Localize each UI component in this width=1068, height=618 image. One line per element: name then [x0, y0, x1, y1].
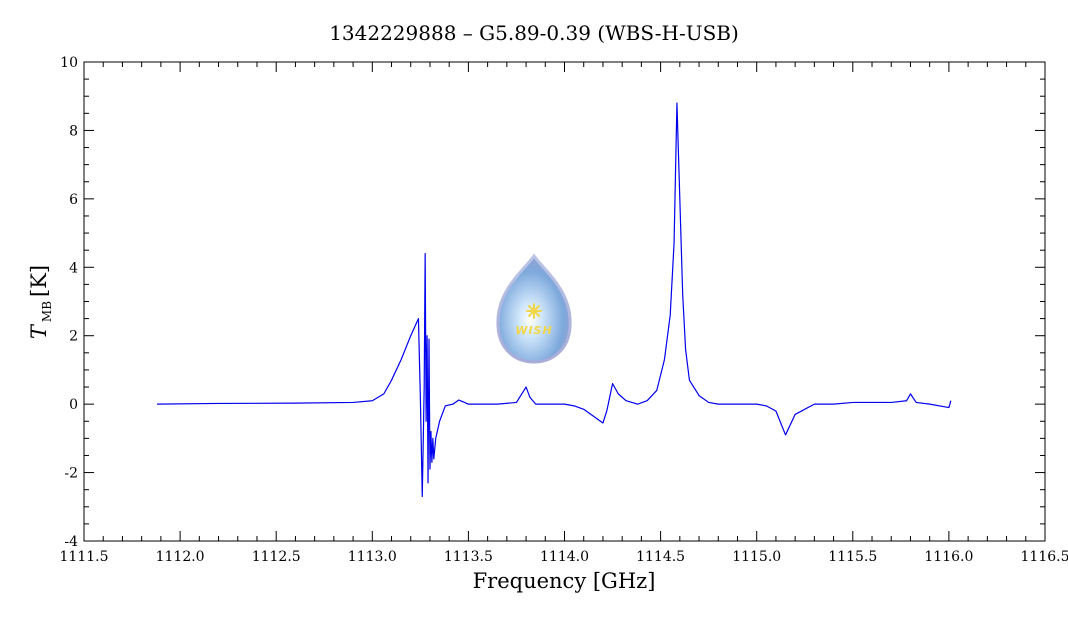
x-tick-label: 1116.5: [1021, 549, 1068, 565]
axis-ticks: [83, 61, 1046, 542]
y-axis-label: TMB [K]: [27, 265, 54, 339]
y-tick-label: -2: [64, 466, 78, 482]
logo-text: WISH: [515, 324, 552, 337]
y-axis-label-unit: [K]: [27, 265, 51, 297]
x-axis-label: Frequency [GHz]: [473, 569, 656, 593]
x-tick-label: 1115.0: [732, 549, 781, 565]
x-tick-label: 1111.5: [60, 549, 109, 565]
x-tick-label: 1114.5: [636, 549, 685, 565]
plot-frame: [83, 61, 1046, 542]
chart-title: 1342229888 – G5.89-0.39 (WBS-H-USB): [329, 21, 739, 45]
x-tick-label: 1112.5: [252, 549, 301, 565]
y-tick-label: 0: [69, 397, 78, 413]
y-tick-label: 2: [69, 329, 78, 345]
series-line-0: [157, 102, 952, 498]
y-tick-label: 4: [69, 260, 78, 276]
x-tick-label: 1113.5: [444, 549, 493, 565]
star-icon: [526, 303, 542, 319]
y-tick-label: -4: [64, 534, 78, 550]
x-tick-label: 1113.0: [348, 549, 397, 565]
x-tick-label: 1114.0: [540, 549, 589, 565]
tick-labels: 1111.5 1112.0 1112.5 1113.0 1113.5 1114.0 1114…: [60, 55, 1068, 565]
y-tick-label: 8: [69, 123, 78, 139]
y-axis-label-main: T: [27, 323, 51, 339]
y-tick-label: 6: [69, 192, 78, 208]
x-tick-label: 1115.5: [828, 549, 877, 565]
x-tick-label: 1112.0: [156, 549, 205, 565]
x-tick-label: 1116.0: [924, 549, 973, 565]
series-layer: [157, 102, 952, 498]
wish-logo: WISH: [496, 253, 572, 364]
y-axis-label-sub: MB: [40, 301, 54, 322]
y-tick-label: 10: [60, 55, 78, 71]
